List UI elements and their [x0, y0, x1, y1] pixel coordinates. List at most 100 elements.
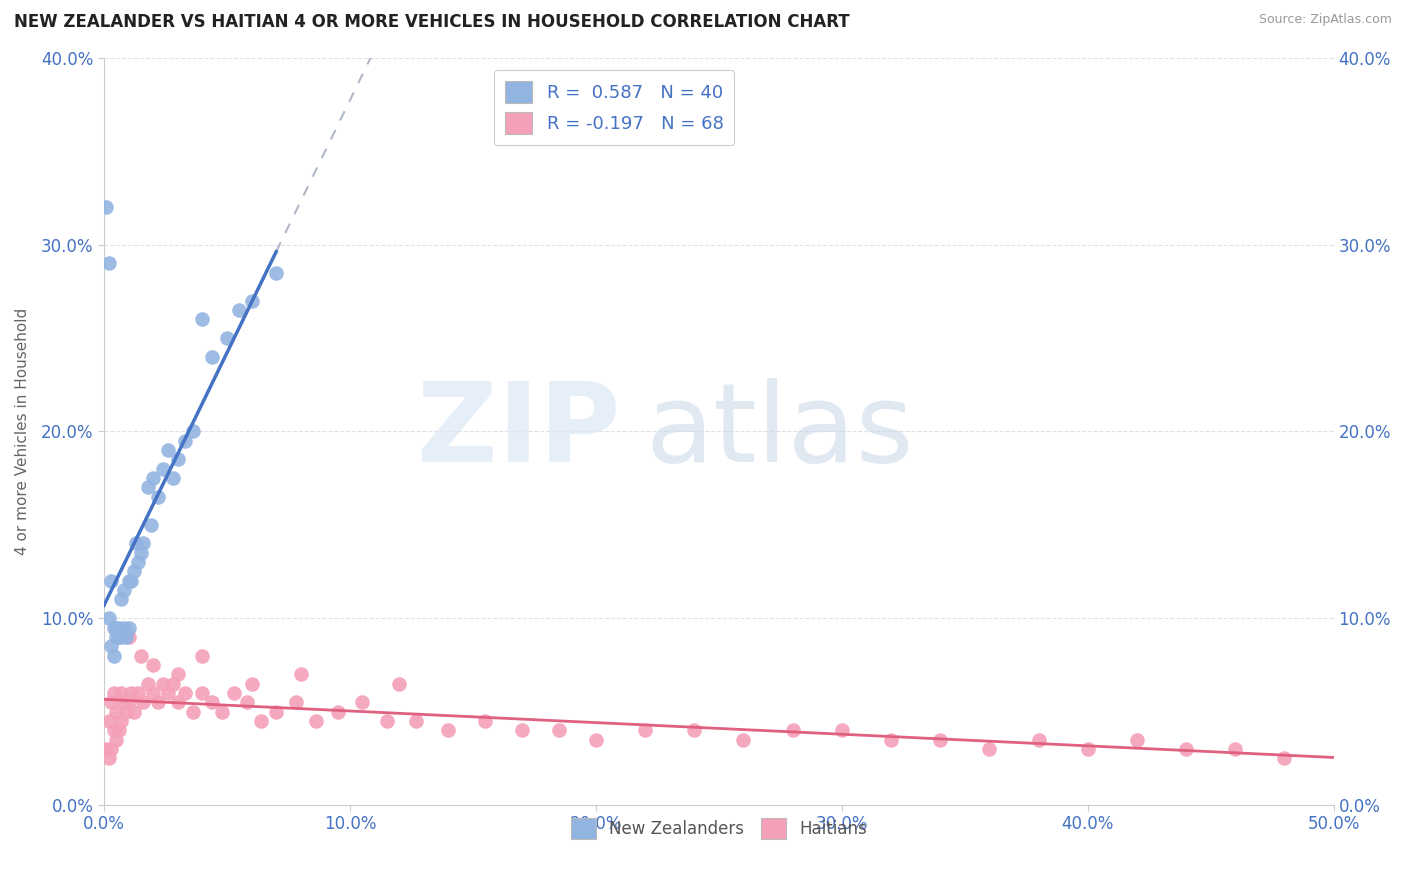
Point — [120, 574, 142, 588]
Point — [100, 574, 122, 588]
Point — [326, 705, 349, 719]
Point — [117, 620, 139, 634]
Point — [97, 714, 120, 728]
Point — [181, 425, 204, 439]
Point — [105, 705, 128, 719]
Point — [228, 302, 250, 317]
Point — [103, 648, 125, 663]
Point — [290, 667, 312, 681]
Text: atlas: atlas — [645, 378, 914, 485]
Point — [152, 461, 174, 475]
Point — [235, 695, 257, 709]
Point — [146, 490, 169, 504]
Point — [733, 732, 755, 747]
Point — [152, 676, 174, 690]
Point — [201, 350, 224, 364]
Point — [782, 723, 804, 738]
Point — [181, 705, 204, 719]
Point — [129, 648, 152, 663]
Point — [96, 742, 118, 756]
Point — [105, 630, 128, 644]
Point — [880, 732, 903, 747]
Point — [96, 200, 118, 214]
Point — [388, 676, 411, 690]
Point — [127, 686, 149, 700]
Point — [1274, 751, 1296, 765]
Point — [103, 723, 125, 738]
Point — [97, 256, 120, 270]
Point — [352, 695, 374, 709]
Point — [136, 676, 159, 690]
Point — [107, 630, 129, 644]
Point — [107, 620, 129, 634]
Point — [100, 695, 122, 709]
Point — [162, 471, 184, 485]
Point — [166, 695, 188, 709]
Point — [304, 714, 326, 728]
Point — [264, 705, 287, 719]
Point — [127, 555, 149, 569]
Point — [585, 732, 607, 747]
Point — [115, 630, 138, 644]
Point — [100, 639, 122, 653]
Point — [264, 266, 287, 280]
Text: ZIP: ZIP — [418, 378, 620, 485]
Point — [1225, 742, 1247, 756]
Point — [110, 714, 132, 728]
Point — [1126, 732, 1149, 747]
Point — [110, 592, 132, 607]
Point — [166, 667, 188, 681]
Point — [112, 620, 135, 634]
Point — [240, 293, 263, 308]
Point — [215, 331, 238, 345]
Point — [156, 686, 179, 700]
Point — [162, 676, 184, 690]
Point — [136, 480, 159, 494]
Point — [120, 686, 142, 700]
Point — [375, 714, 398, 728]
Point — [284, 695, 307, 709]
Point — [191, 312, 214, 326]
Point — [174, 434, 197, 448]
Point — [250, 714, 273, 728]
Point — [191, 648, 214, 663]
Point — [105, 732, 128, 747]
Point — [139, 517, 162, 532]
Point — [929, 732, 952, 747]
Point — [191, 686, 214, 700]
Point — [156, 443, 179, 458]
Point — [103, 620, 125, 634]
Point — [105, 620, 128, 634]
Point — [1077, 742, 1099, 756]
Point — [132, 536, 155, 550]
Y-axis label: 4 or more Vehicles in Household: 4 or more Vehicles in Household — [15, 308, 30, 555]
Point — [110, 630, 132, 644]
Point — [437, 723, 460, 738]
Point — [97, 751, 120, 765]
Point — [201, 695, 224, 709]
Point — [103, 686, 125, 700]
Point — [142, 471, 165, 485]
Point — [142, 686, 165, 700]
Point — [1028, 732, 1050, 747]
Point — [240, 676, 263, 690]
Text: Source: ZipAtlas.com: Source: ZipAtlas.com — [1258, 13, 1392, 27]
Point — [117, 630, 139, 644]
Point — [100, 742, 122, 756]
Point — [979, 742, 1001, 756]
Point — [405, 714, 427, 728]
Point — [831, 723, 853, 738]
Point — [115, 705, 138, 719]
Point — [211, 705, 233, 719]
Point — [634, 723, 657, 738]
Point — [548, 723, 571, 738]
Point — [122, 705, 145, 719]
Text: NEW ZEALANDER VS HAITIAN 4 OR MORE VEHICLES IN HOUSEHOLD CORRELATION CHART: NEW ZEALANDER VS HAITIAN 4 OR MORE VEHIC… — [14, 13, 849, 31]
Point — [683, 723, 706, 738]
Point — [117, 574, 139, 588]
Point — [142, 657, 165, 672]
Point — [112, 583, 135, 598]
Point — [129, 546, 152, 560]
Legend: New Zealanders, Haitians: New Zealanders, Haitians — [564, 812, 873, 846]
Point — [112, 695, 135, 709]
